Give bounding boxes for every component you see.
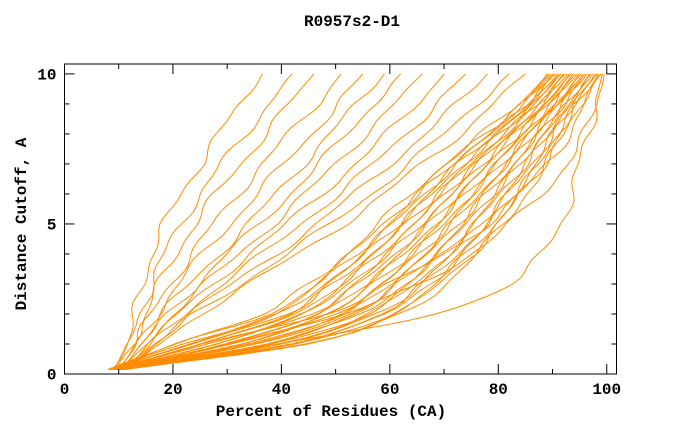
x-tick-label: 40 [272,381,291,399]
model-curve [123,73,598,370]
model-curve [120,73,590,370]
model-curve [115,73,315,370]
model-curve [107,73,548,370]
model-curve [129,73,526,370]
model-curve [108,73,552,370]
model-curve [121,73,402,370]
model-curve [123,73,467,370]
plot-frame [64,63,617,375]
model-curve [112,73,564,370]
model-curve [119,73,588,370]
y-tick-label: 10 [37,66,56,84]
model-curve [121,73,594,370]
model-curve [119,73,586,370]
y-tick-label: 0 [47,367,57,385]
model-curve [121,73,605,370]
chart-title: R0957s2-D1 [303,13,401,31]
model-curve [110,73,558,370]
model-curve [114,73,572,370]
model-curve [109,73,556,370]
model-curve [124,73,602,370]
model-curve [126,73,488,370]
model-curve [112,73,263,370]
model-curve [118,73,603,370]
model-curve [126,73,510,370]
model-curve [115,73,574,370]
y-tick-label: 5 [47,216,57,234]
model-curve [123,73,445,370]
model-curve [109,73,554,370]
x-tick-label: 100 [592,381,621,399]
x-axis-label: Percent of Residues (CA) [215,403,447,421]
model-curve [118,73,364,370]
model-curve [118,73,342,370]
model-curve [118,73,600,370]
model-curve [112,73,293,370]
x-tick-label: 0 [60,381,70,399]
x-tick-label: 60 [380,381,399,399]
model-curve [120,73,592,370]
model-curve [122,73,596,370]
x-tick-label: 20 [163,381,182,399]
x-tick-label: 80 [489,381,508,399]
model-curve [118,73,582,370]
model-curve [117,73,580,370]
model-curve [111,73,560,370]
